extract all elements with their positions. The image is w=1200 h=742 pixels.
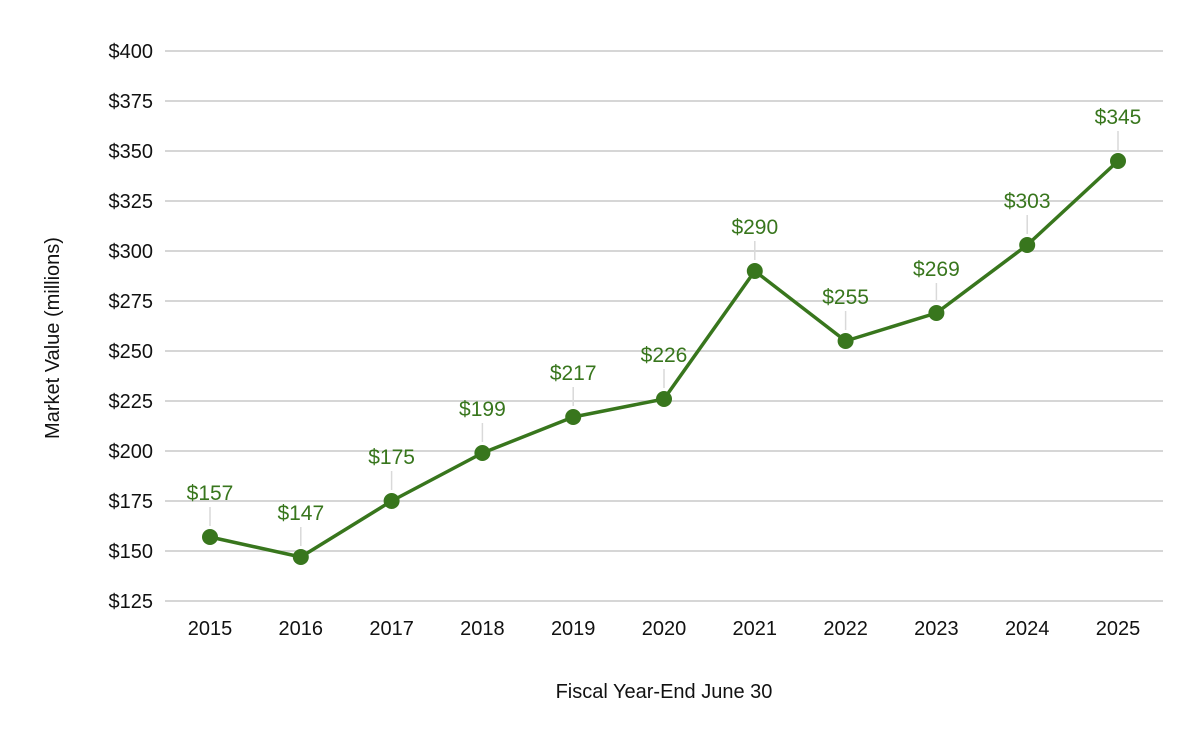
data-point [1110, 153, 1126, 169]
x-tick-label: 2020 [642, 618, 687, 640]
y-axis-title: Market Value (millions) [42, 237, 64, 439]
x-tick-label: 2025 [1096, 618, 1141, 640]
data-label: $290 [731, 216, 778, 239]
x-tick-label: 2019 [551, 618, 596, 640]
data-label: $269 [913, 258, 960, 281]
y-tick-label: $300 [109, 241, 154, 263]
y-tick-label: $175 [109, 491, 154, 513]
data-label: $199 [459, 398, 506, 421]
data-point [292, 549, 309, 565]
y-tick-label: $400 [109, 41, 154, 63]
x-tick-label: 2023 [914, 618, 959, 640]
data-point [202, 529, 218, 545]
data-label: $226 [641, 344, 688, 367]
data-points [202, 153, 1126, 565]
x-tick-label: 2015 [188, 618, 233, 640]
data-point [656, 391, 672, 407]
x-tick-label: 2016 [279, 618, 324, 640]
data-point [928, 305, 945, 321]
data-label: $345 [1095, 106, 1142, 129]
data-point [383, 493, 400, 509]
data-label: $255 [822, 286, 869, 309]
x-tick-label: 2024 [1005, 618, 1050, 640]
y-tick-label: $150 [109, 541, 154, 563]
data-point [565, 409, 582, 425]
y-tick-label: $350 [109, 141, 154, 163]
y-tick-label: $250 [109, 341, 154, 363]
y-tick-label: $125 [109, 591, 154, 613]
y-axis-ticks: $125 $150 $175 $200 $225 $250 $275 $300 $325 $350… [109, 41, 154, 613]
x-tick-label: 2022 [823, 618, 868, 640]
y-tick-label: $225 [109, 391, 154, 413]
y-tick-label: $325 [109, 191, 154, 213]
data-label: $303 [1004, 190, 1051, 213]
y-tick-label: $375 [109, 91, 154, 113]
data-labels: $157 $147 $175 $199 $217 $226 $290 $255 $269 $303… [187, 106, 1142, 525]
y-tick-label: $200 [109, 441, 154, 463]
data-label: $157 [187, 482, 234, 505]
x-axis-ticks: 2015 2016 2017 2018 2019 2020 2021 2022 2023 2024… [188, 618, 1141, 640]
data-point [837, 333, 854, 349]
data-point [746, 263, 763, 279]
x-tick-label: 2021 [733, 618, 778, 640]
data-label: $147 [277, 502, 324, 525]
label-leaders [209, 131, 1119, 546]
data-point [474, 445, 491, 461]
y-tick-label: $275 [109, 291, 154, 313]
data-point [1019, 237, 1036, 253]
data-label: $217 [550, 362, 597, 385]
data-label: $175 [368, 446, 415, 469]
x-axis-title: Fiscal Year-End June 30 [556, 681, 773, 703]
x-tick-label: 2017 [369, 618, 414, 640]
x-tick-label: 2018 [460, 618, 505, 640]
